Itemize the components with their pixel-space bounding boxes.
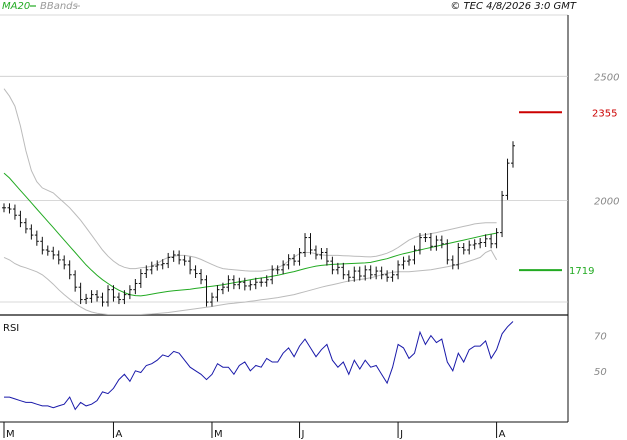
bollinger-bands bbox=[3, 88, 498, 315]
bb-upper-line bbox=[3, 88, 497, 272]
rsi-axis-ticks: 70 50 bbox=[594, 332, 607, 378]
price-gridlines bbox=[0, 75, 568, 303]
rsi-tick-label: 50 bbox=[594, 367, 607, 378]
copyright-timestamp: © TEC 4/8/2026 3:0 GMT bbox=[450, 1, 577, 12]
month-label: M bbox=[214, 429, 223, 440]
month-label: J bbox=[301, 429, 305, 440]
price-bars bbox=[2, 141, 515, 307]
ma20-line bbox=[3, 172, 497, 297]
rsi-panel-title: RSI bbox=[3, 323, 19, 334]
bbands-legend-label: BBands bbox=[40, 1, 78, 12]
level-label: 2355 bbox=[592, 108, 617, 119]
rsi-line bbox=[4, 321, 514, 411]
bb-lower-line bbox=[3, 249, 498, 315]
month-label: M bbox=[6, 429, 15, 440]
price-levels: 2355 1719 bbox=[519, 108, 617, 277]
level-label: 1719 bbox=[569, 266, 594, 277]
ma20-legend-label: MA20 bbox=[2, 1, 30, 12]
rsi-polyline bbox=[4, 321, 514, 411]
rsi-tick-label: 70 bbox=[594, 332, 607, 343]
price-axis-ticks: 2500 2000 bbox=[594, 72, 619, 207]
price-tick-label: 2000 bbox=[594, 196, 619, 207]
month-label: J bbox=[399, 429, 403, 440]
ma20-polyline bbox=[3, 172, 497, 297]
month-label: A bbox=[115, 429, 122, 440]
price-tick-label: 2500 bbox=[594, 72, 619, 83]
month-label: A bbox=[499, 429, 506, 440]
